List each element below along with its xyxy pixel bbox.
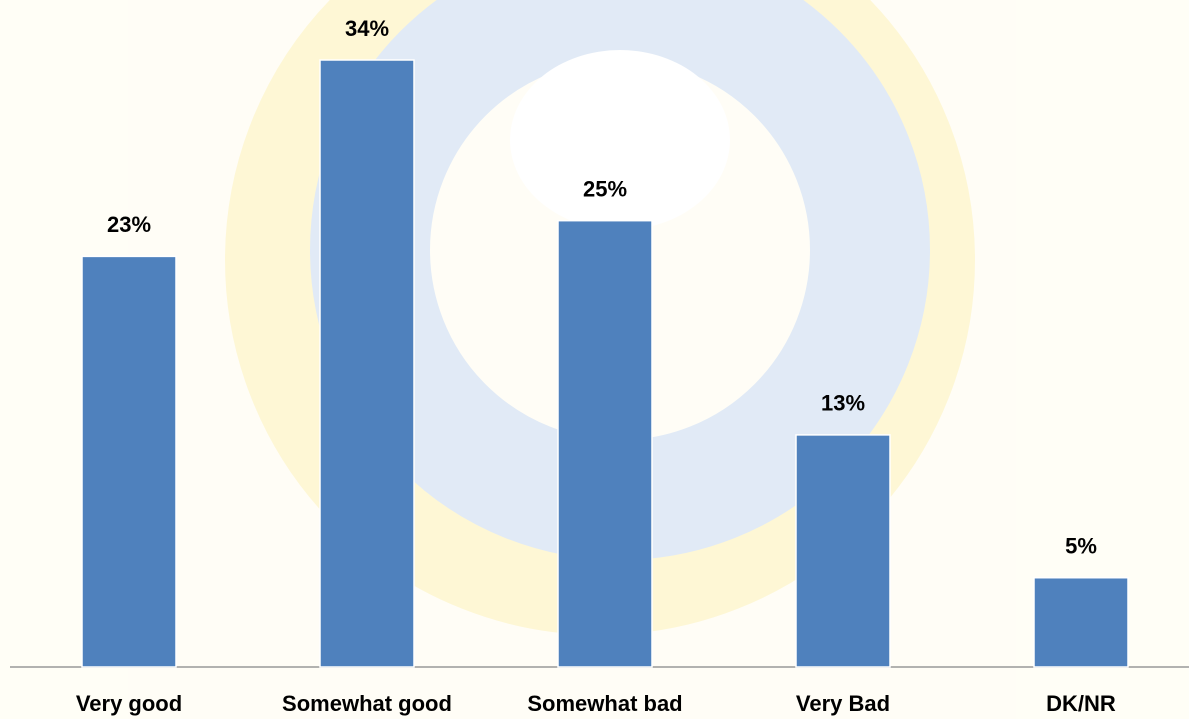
data-label: 23%: [107, 212, 151, 237]
data-label: 25%: [583, 176, 627, 201]
x-tick-label: DK/NR: [1046, 691, 1116, 716]
bar: [795, 434, 891, 668]
x-tick-label: Somewhat good: [282, 691, 452, 716]
x-tick-label: Very good: [76, 691, 182, 716]
data-label: 5%: [1065, 534, 1097, 559]
bar: [319, 59, 415, 668]
watermark-center: [510, 50, 730, 230]
bar: [557, 219, 653, 668]
x-tick-label: Very Bad: [796, 691, 890, 716]
bar: [1033, 576, 1129, 668]
data-label: 34%: [345, 16, 389, 41]
bar: [81, 255, 177, 668]
x-tick-label: Somewhat bad: [527, 691, 682, 716]
data-label: 13%: [821, 391, 865, 416]
